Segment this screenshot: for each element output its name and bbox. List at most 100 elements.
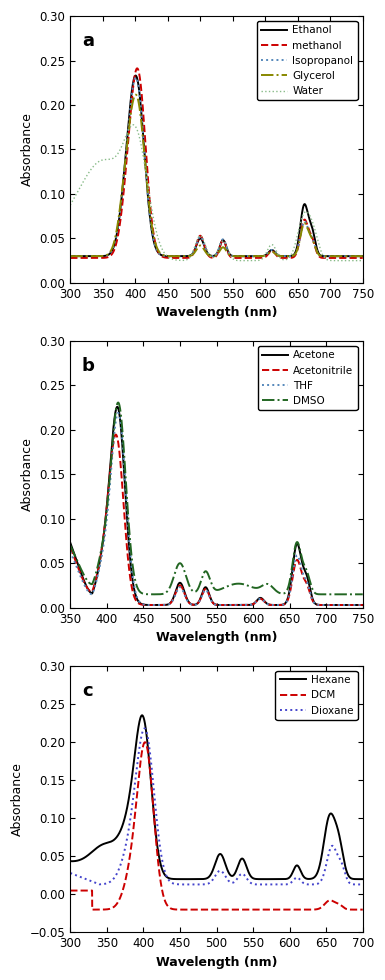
Text: a: a	[82, 32, 94, 50]
DMSO	[83, 571, 87, 583]
Ethanol	[360, 250, 365, 262]
Acetone	[352, 599, 357, 611]
Dioxane	[210, 874, 215, 886]
X-axis label: Wavelength (nm): Wavelength (nm)	[156, 956, 277, 969]
Y-axis label: Absorbance: Absorbance	[21, 113, 34, 186]
Ethanol	[352, 250, 357, 262]
methanol	[203, 241, 207, 253]
DMSO	[203, 565, 207, 577]
DMSO	[298, 547, 303, 559]
DCM	[83, 885, 87, 897]
Line: Acetone: Acetone	[70, 407, 363, 605]
Dioxane	[352, 878, 357, 890]
Acetonitrile	[360, 599, 365, 611]
methanol	[68, 252, 73, 264]
THF	[116, 407, 121, 418]
Isopropanol	[83, 250, 87, 262]
Text: b: b	[82, 357, 95, 375]
Glycerol	[338, 250, 342, 262]
Acetone	[337, 599, 341, 611]
Dioxane	[83, 873, 87, 885]
methanol	[360, 252, 365, 264]
Dioxane	[360, 879, 365, 891]
Hexane	[140, 710, 144, 721]
Dioxane	[270, 879, 275, 891]
Acetone	[115, 401, 120, 413]
DCM	[68, 885, 73, 897]
Hexane	[270, 873, 275, 885]
Legend: Ethanol, methanol, Isopropanol, Glycerol, Water: Ethanol, methanol, Isopropanol, Glycerol…	[257, 22, 358, 101]
Hexane	[352, 873, 357, 885]
Hexane	[210, 864, 215, 876]
Water	[298, 216, 303, 227]
THF	[360, 599, 365, 611]
Isopropanol	[210, 250, 215, 262]
Ethanol	[298, 217, 303, 228]
Acetonitrile	[203, 583, 207, 595]
THF	[210, 597, 215, 609]
DMSO	[352, 588, 357, 600]
Water	[352, 255, 357, 267]
Glycerol	[83, 250, 87, 262]
Line: DMSO: DMSO	[70, 403, 363, 594]
Acetone	[68, 537, 73, 549]
Acetonitrile	[336, 599, 341, 611]
DCM	[298, 904, 303, 915]
Acetone	[210, 597, 215, 609]
Acetonitrile	[298, 564, 303, 575]
Hexane	[68, 856, 73, 867]
DCM	[352, 904, 357, 915]
Acetone	[298, 550, 303, 562]
Acetone	[83, 577, 87, 589]
THF	[352, 599, 357, 611]
THF	[83, 580, 87, 592]
DCM	[352, 904, 357, 915]
methanol	[352, 252, 357, 264]
DMSO	[116, 397, 121, 409]
Acetonitrile	[83, 578, 87, 590]
Line: Ethanol: Ethanol	[70, 75, 363, 256]
Isopropanol	[203, 240, 207, 252]
Line: THF: THF	[70, 413, 363, 605]
Dioxane	[352, 878, 357, 890]
Line: Glycerol: Glycerol	[70, 95, 363, 256]
DMSO	[360, 588, 365, 600]
DMSO	[210, 580, 215, 592]
Glycerol	[352, 250, 357, 262]
Water	[210, 252, 215, 264]
Acetonitrile	[210, 597, 215, 609]
methanol	[83, 252, 87, 264]
Isopropanol	[360, 250, 365, 262]
Y-axis label: Absorbance: Absorbance	[11, 762, 24, 836]
Isopropanol	[68, 250, 73, 262]
X-axis label: Wavelength (nm): Wavelength (nm)	[156, 307, 277, 319]
Ethanol	[133, 70, 138, 81]
Glycerol	[360, 250, 365, 262]
methanol	[135, 63, 139, 74]
methanol	[298, 227, 303, 239]
DMSO	[352, 588, 357, 600]
Text: c: c	[82, 682, 93, 700]
methanol	[210, 252, 215, 264]
Glycerol	[352, 250, 357, 262]
Isopropanol	[338, 250, 342, 262]
Isopropanol	[352, 250, 357, 262]
DMSO	[68, 540, 73, 552]
Acetonitrile	[114, 428, 118, 440]
Dioxane	[68, 867, 73, 879]
THF	[203, 584, 207, 596]
Acetonitrile	[352, 599, 357, 611]
methanol	[338, 252, 342, 264]
Dioxane	[142, 722, 147, 734]
Glycerol	[203, 245, 207, 257]
THF	[352, 599, 357, 611]
Water	[68, 199, 73, 211]
Glycerol	[68, 250, 73, 262]
Line: Hexane: Hexane	[70, 715, 363, 879]
Hexane	[203, 873, 207, 885]
Ethanol	[352, 250, 357, 262]
Hexane	[352, 873, 357, 885]
Isopropanol	[298, 228, 303, 240]
Acetonitrile	[68, 541, 73, 553]
THF	[68, 546, 73, 558]
